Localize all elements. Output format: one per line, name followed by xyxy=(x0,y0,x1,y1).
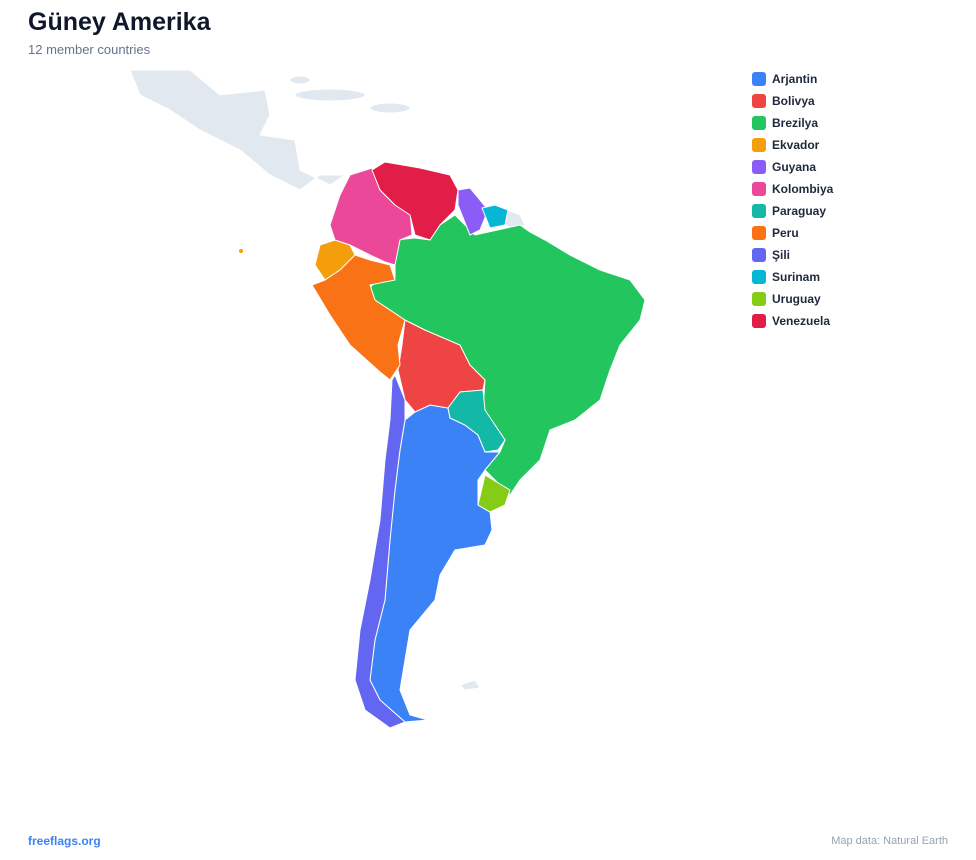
subtitle: 12 member countries xyxy=(28,42,151,57)
source-note: Map data: Natural Earth xyxy=(831,835,948,847)
legend-swatch xyxy=(752,94,766,108)
legend-swatch xyxy=(752,204,766,218)
legend-item: Venezuela xyxy=(752,310,833,332)
country xyxy=(481,204,509,229)
country xyxy=(447,389,506,453)
central-america xyxy=(129,69,347,191)
legend-label: Ekvador xyxy=(772,138,820,152)
legend-item: Kolombiya xyxy=(752,178,833,200)
falklands xyxy=(459,679,481,691)
legend-label: Surinam xyxy=(772,270,821,284)
legend-swatch xyxy=(752,138,766,152)
legend-label: Kolombiya xyxy=(772,182,834,196)
legend-item: Ekvador xyxy=(752,134,833,156)
legend-label: Brezilya xyxy=(772,116,819,130)
country xyxy=(371,161,459,241)
legend-label: Paraguay xyxy=(772,204,827,218)
legend-item: Uruguay xyxy=(752,288,833,310)
caribbean-island xyxy=(369,102,411,114)
legend-label: Bolivya xyxy=(772,94,815,108)
legend-label: Guyana xyxy=(772,160,817,174)
legend-label: Venezuela xyxy=(772,314,831,328)
country xyxy=(354,373,406,729)
legend-swatch xyxy=(752,182,766,196)
legend-item: Guyana xyxy=(752,156,833,178)
legend-item: Brezilya xyxy=(752,112,833,134)
legend-swatch xyxy=(752,314,766,328)
country xyxy=(457,187,489,236)
legend-swatch xyxy=(752,292,766,306)
legend-swatch xyxy=(752,116,766,130)
legend-label: Peru xyxy=(772,226,799,240)
legend-swatch xyxy=(752,248,766,262)
country xyxy=(311,254,406,381)
caribbean-island xyxy=(289,75,311,85)
legend-item: Bolivya xyxy=(752,90,833,112)
legend-swatch xyxy=(752,270,766,284)
title: Güney Amerika xyxy=(28,8,211,36)
site-link[interactable]: freeflags.org xyxy=(28,834,101,848)
caribbean-island xyxy=(294,88,366,102)
legend-swatch xyxy=(752,160,766,174)
legend-item: Paraguay xyxy=(752,200,833,222)
legend-swatch xyxy=(752,226,766,240)
legend-item: Peru xyxy=(752,222,833,244)
legend-item: Surinam xyxy=(752,266,833,288)
legend: Arjantin Bolivya Brezilya Ekvador Guyana Kolo… xyxy=(752,68,833,332)
country xyxy=(477,474,511,513)
legend-swatch xyxy=(752,72,766,86)
legend-label: Arjantin xyxy=(772,72,818,86)
country xyxy=(239,249,243,253)
legend-item: Arjantin xyxy=(752,68,833,90)
country xyxy=(367,214,646,496)
legend-label: Şili xyxy=(772,248,791,262)
legend-label: Uruguay xyxy=(772,292,821,306)
legend-item: Şili xyxy=(752,244,833,266)
